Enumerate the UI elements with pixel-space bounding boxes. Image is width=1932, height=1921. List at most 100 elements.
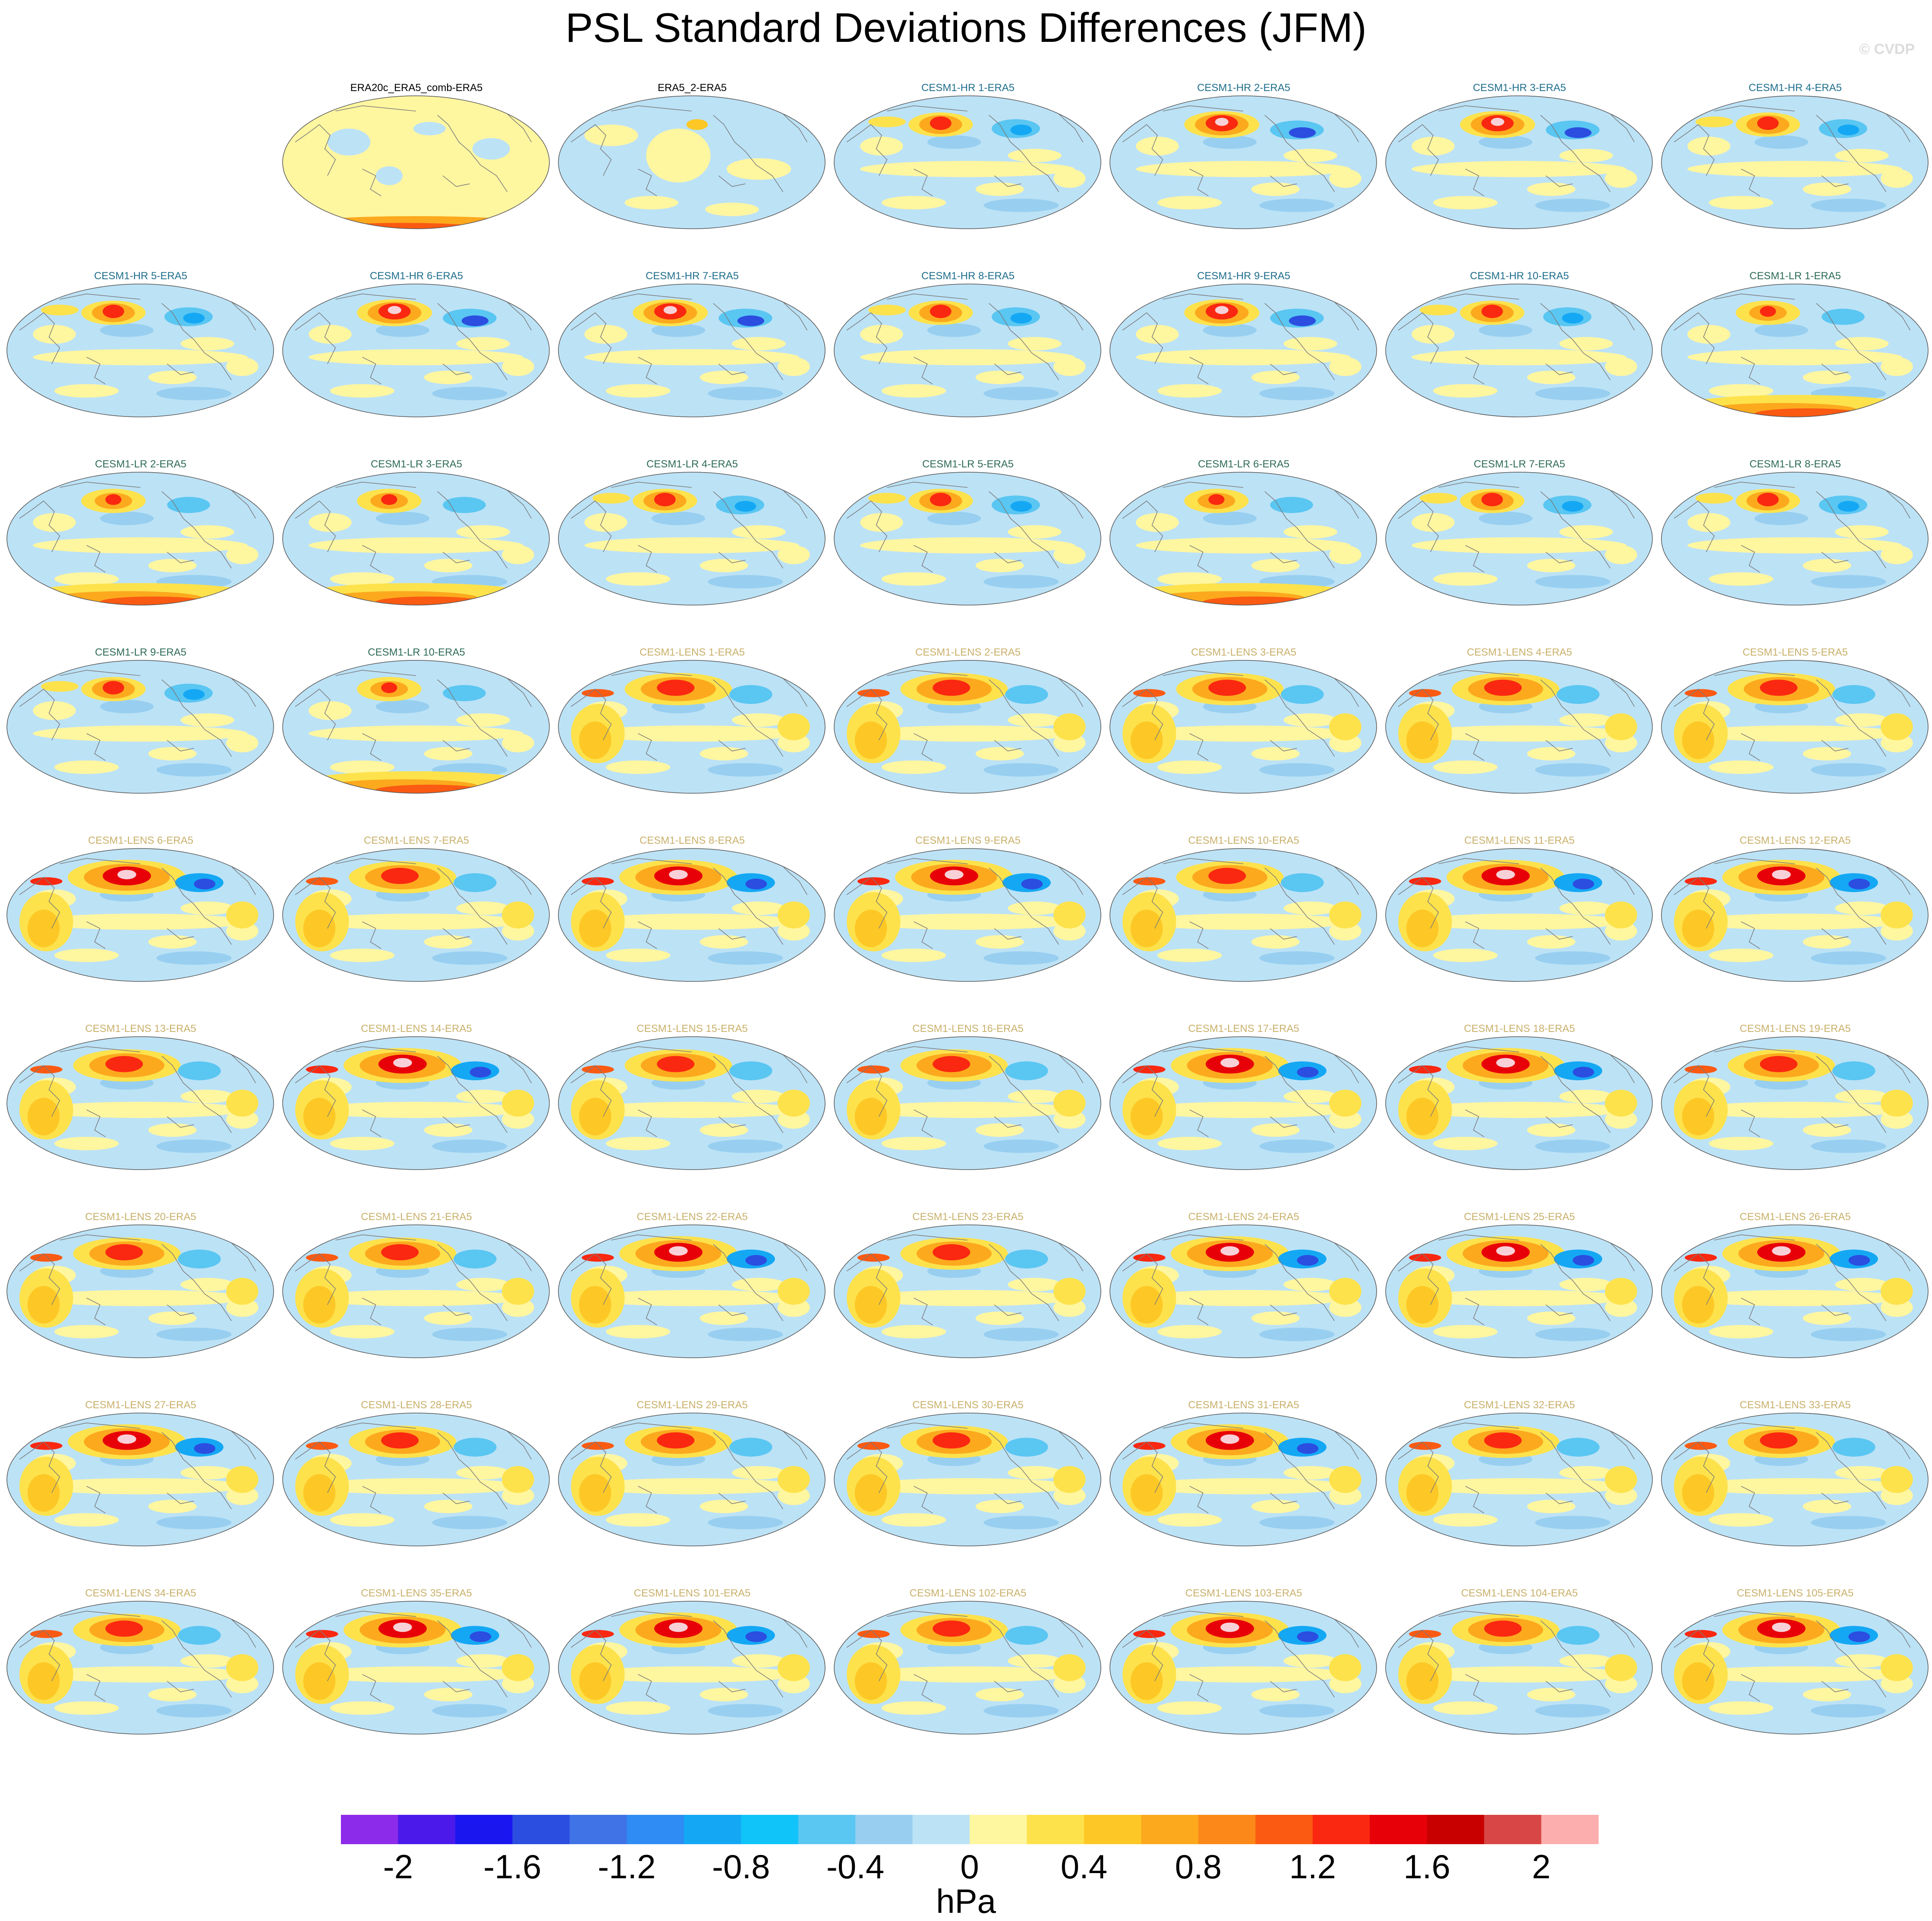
coastline [442,1116,470,1128]
coastline [1821,928,1849,940]
map-border [6,472,274,606]
anomaly-contour [1682,1474,1715,1512]
anomaly-contour [180,1466,234,1479]
anomaly-contour [854,1662,887,1700]
anomaly-contour [1259,1328,1335,1341]
anomaly-contour [180,337,234,350]
anomaly-contour [881,760,946,774]
coastline [1674,1629,1715,1681]
anomaly-contour [381,494,397,505]
anomaly-contour [309,701,352,720]
anomaly-contour [933,1620,971,1637]
anomaly-contour [27,1098,60,1136]
anomaly-contour [1757,492,1779,507]
map-border [1661,1036,1929,1170]
coastline [295,1441,336,1493]
map-border [1109,1224,1377,1358]
coastline [1163,1423,1244,1429]
coastline [1674,1065,1715,1117]
anomaly-contour [1881,713,1913,741]
anomaly-contour [309,537,523,554]
map-border [1385,848,1653,982]
coastline [437,1620,508,1698]
coastline [1714,293,1795,300]
anomaly-contour [1433,384,1498,398]
coastline [86,921,106,949]
coastline [1714,1611,1795,1617]
robinson-map [834,1601,1101,1735]
map-panel: CESM1-LENS 104-ERA5 [1385,1587,1654,1773]
map-panel-title: CESM1-LENS 14-ERA5 [361,1023,472,1035]
coastline [1741,733,1760,761]
anomaly-contour [933,679,971,696]
anomaly-contour [579,1474,611,1512]
map-panel: CESM1-LR 6-ERA5 [1109,458,1378,644]
anomaly-contour [156,1704,232,1718]
anomaly-contour [1281,685,1324,704]
anomaly-contour [1297,1443,1319,1454]
map-panel: CESM1-LENS 101-ERA5 [558,1587,827,1773]
anomaly-contour [778,357,810,376]
anomaly-contour [1687,136,1730,156]
coastline [335,1423,416,1429]
anomaly-contour [854,909,887,947]
coastline [1545,552,1573,563]
coastline [442,740,470,751]
anomaly-contour [432,951,507,965]
anomaly-contour [1708,760,1774,774]
coastline [437,115,508,192]
coastline [1465,733,1484,761]
map-panel [6,82,275,268]
anomaly-contour [860,1478,1075,1495]
map-panel: CESM1-LR 5-ERA5 [833,458,1103,644]
coastline [887,1611,968,1617]
robinson-map [1385,1601,1653,1735]
coastline [846,1629,888,1681]
colorbar-box [1541,1815,1599,1844]
map-panel-title: CESM1-LENS 25-ERA5 [1464,1211,1575,1223]
map-panel-title: CESM1-HR 2-ERA5 [1197,82,1291,94]
coastline [442,552,470,563]
robinson-map [282,1036,550,1170]
coastline [442,1492,470,1504]
anomaly-contour [178,1061,221,1080]
anomaly-contour [745,1255,767,1266]
colorbar-box [1312,1815,1370,1844]
anomaly-contour [1573,1255,1595,1266]
coastline [1714,1423,1795,1429]
coastline [989,679,1059,757]
anomaly-contour [729,1438,772,1457]
coastline [295,1065,336,1117]
map-border [558,660,826,794]
anomaly-contour [1289,315,1316,326]
anomaly-contour [1409,1442,1441,1450]
anomaly-contour [1053,357,1086,376]
anomaly-contour [1259,1516,1335,1530]
anomaly-contour [1687,1290,1902,1306]
anomaly-contour [1848,878,1870,890]
coastline [1540,1432,1611,1510]
coastline [887,293,968,300]
map-border [6,848,274,982]
coastline [335,858,416,864]
coastline [60,1234,141,1241]
coastline [442,928,470,940]
coastline [295,1629,336,1681]
anomaly-contour [854,1098,887,1136]
map-border [558,472,826,606]
anomaly-contour [1412,537,1626,554]
map-panel-title: CESM1-LENS 28-ERA5 [361,1399,472,1411]
anomaly-contour [708,1328,783,1341]
anomaly-contour [54,949,119,962]
anomaly-contour [1433,949,1498,962]
coastline [611,105,692,112]
anomaly-contour [1021,878,1043,890]
robinson-map [1109,1601,1377,1735]
coastline [989,303,1059,381]
anomaly-contour [1053,545,1086,565]
coastline [1821,552,1849,563]
map-border [6,1224,274,1358]
map-border [282,1601,550,1735]
coastline [1465,168,1484,196]
anomaly-contour [1406,909,1439,947]
